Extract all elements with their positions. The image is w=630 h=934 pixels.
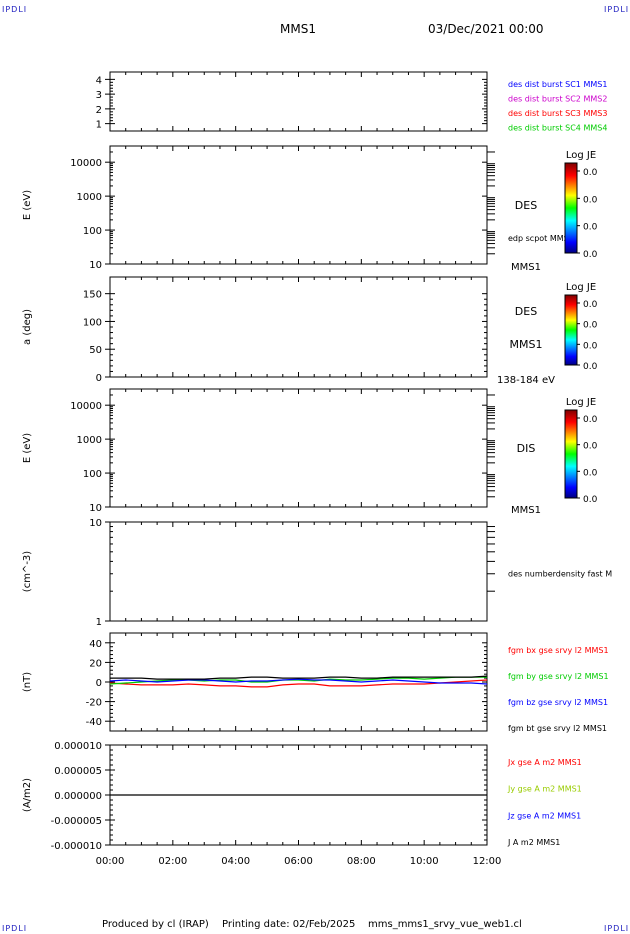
corner-mark-top-left: IPDLI [2, 5, 28, 14]
legend-entry: fgm by gse srvy l2 MMS1 [508, 672, 609, 681]
y-tick-label: 40 [89, 639, 102, 650]
y-tick-label: 100 [83, 226, 102, 237]
x-tick-label: 08:00 [347, 856, 376, 867]
corner-mark-bottom-right: IPDLI [604, 924, 630, 933]
colorbar-title: Log JE [566, 150, 596, 161]
panel-frame-5 [109, 521, 488, 622]
colorbar [564, 294, 578, 366]
legend-entry: fgm bx gse srvy l2 MMS1 [508, 646, 609, 655]
colorbar-tick-label: 0.0 [583, 223, 598, 233]
corner-mark-bottom-left: IPDLI [2, 924, 28, 933]
y-tick-label: 4 [96, 75, 102, 86]
colorbar-tick-label: 0.0 [583, 195, 598, 205]
colorbar-title: Log JE [566, 397, 596, 408]
y-tick-label: 0.000000 [54, 791, 102, 802]
legend-entry: Jy gse A m2 MMS1 [507, 785, 582, 794]
side-label: DES [515, 305, 537, 318]
y-tick-label: 1000 [77, 192, 102, 203]
panel-frame-2 [109, 145, 488, 265]
y-tick-label: 1000 [77, 435, 102, 446]
legend-entry: des dist burst SC1 MMS1 [508, 80, 607, 89]
legend-entry: Jz gse A m2 MMS1 [507, 811, 581, 820]
y-axis-label: (A/m2) [22, 778, 33, 812]
bottom-label: 138-184 eV [497, 375, 555, 386]
legend-entry: des numberdensity fast M [508, 570, 612, 579]
colorbar-tick-label: 0.0 [583, 250, 598, 260]
overlay-label: edp scpot MMS1 [508, 234, 574, 243]
y-tick-label: 150 [83, 290, 102, 301]
multi-panel-chart: 4 3 2 1 des dist burst SC1 MMS1 des dist burs… [22, 71, 612, 867]
y-tick-label: 0 [96, 678, 102, 689]
y-tick-label: 50 [89, 345, 102, 356]
header-spacecraft: MMS1 [280, 22, 316, 36]
header-datetime: 03/Dec/2021 00:00 [428, 22, 544, 36]
colorbar-tick-label: 0.0 [583, 362, 598, 372]
colorbar [564, 162, 578, 254]
side-label: DIS [517, 442, 536, 455]
y-tick-label: 0 [96, 373, 102, 384]
x-tick-label: 02:00 [158, 856, 187, 867]
series-line [110, 675, 488, 680]
footer-produced: Produced by cl (IRAP) [102, 919, 209, 930]
y-tick-label: 10 [89, 503, 102, 514]
y-tick-label: 0.000005 [54, 766, 102, 777]
x-tick-label: 10:00 [410, 856, 439, 867]
colorbar-tick-label: 0.0 [583, 300, 598, 310]
y-axis-label: E (eV) [22, 433, 33, 463]
colorbar-tick-label: 0.0 [583, 495, 598, 505]
colorbar-title: Log JE [566, 282, 596, 293]
y-axis-label: a (deg) [22, 309, 33, 345]
side-label: MMS1 [510, 338, 543, 351]
legend-entry: fgm bz gse srvy l2 MMS1 [508, 698, 608, 707]
y-tick-label: -0.000005 [51, 816, 102, 827]
panel-frame-1 [109, 71, 488, 132]
series-line [109, 676, 487, 685]
y-tick-label: 10000 [70, 158, 102, 169]
panel-frame-3 [109, 276, 488, 378]
legend-entry: des dist burst SC3 MMS3 [508, 109, 607, 118]
colorbar-tick-label: 0.0 [583, 341, 598, 351]
colorbar-tick-label: 0.0 [583, 168, 598, 178]
y-tick-label: 10000 [70, 401, 102, 412]
bottom-label: MMS1 [511, 505, 541, 516]
x-tick-label: 04:00 [221, 856, 250, 867]
panel-frame-4 [109, 388, 488, 508]
y-tick-label: -20 [86, 698, 102, 709]
y-tick-label: 100 [83, 469, 102, 480]
legend-entry: des dist burst SC2 MMS2 [508, 95, 607, 104]
y-tick-label: 1 [96, 120, 102, 131]
y-tick-label: -0.000010 [51, 841, 102, 852]
series-line [109, 679, 488, 688]
y-tick-label: 2 [96, 105, 102, 116]
y-tick-label: 0.000010 [54, 741, 102, 752]
y-tick-label: 10 [89, 260, 102, 271]
y-axis-label: E (eV) [22, 190, 33, 220]
y-tick-label: 3 [96, 90, 102, 101]
y-axis-label: (cm^-3) [22, 551, 33, 592]
legend-entry: J A m2 MMS1 [507, 838, 560, 847]
side-label: DES [515, 199, 537, 212]
x-tick-label: 12:00 [473, 856, 502, 867]
colorbar-tick-label: 0.0 [583, 415, 598, 425]
y-axis-label: (nT) [22, 672, 33, 692]
legend-entry: Jx gse A m2 MMS1 [507, 758, 582, 767]
y-tick-label: 1 [96, 617, 102, 628]
x-tick-label: 06:00 [284, 856, 313, 867]
series-line [109, 678, 488, 685]
colorbar [564, 409, 578, 499]
footer-filename: mms_mms1_srvy_vue_web1.cl [368, 919, 522, 930]
footer-printing-date: Printing date: 02/Feb/2025 [222, 919, 356, 930]
y-tick-label: 10 [89, 518, 102, 529]
colorbar-tick-label: 0.0 [583, 468, 598, 478]
bottom-label: MMS1 [511, 262, 541, 273]
corner-mark-top-right: IPDLI [604, 5, 630, 14]
x-tick-label: 00:00 [96, 856, 125, 867]
colorbar-tick-label: 0.0 [583, 442, 598, 452]
colorbar-tick-label: 0.0 [583, 321, 598, 331]
y-tick-label: 20 [89, 658, 102, 669]
legend-entry: des dist burst SC4 MMS4 [508, 124, 607, 133]
legend-entry: fgm bt gse srvy l2 MMS1 [508, 724, 607, 733]
y-tick-label: 100 [83, 317, 102, 328]
y-tick-label: -40 [86, 717, 102, 728]
